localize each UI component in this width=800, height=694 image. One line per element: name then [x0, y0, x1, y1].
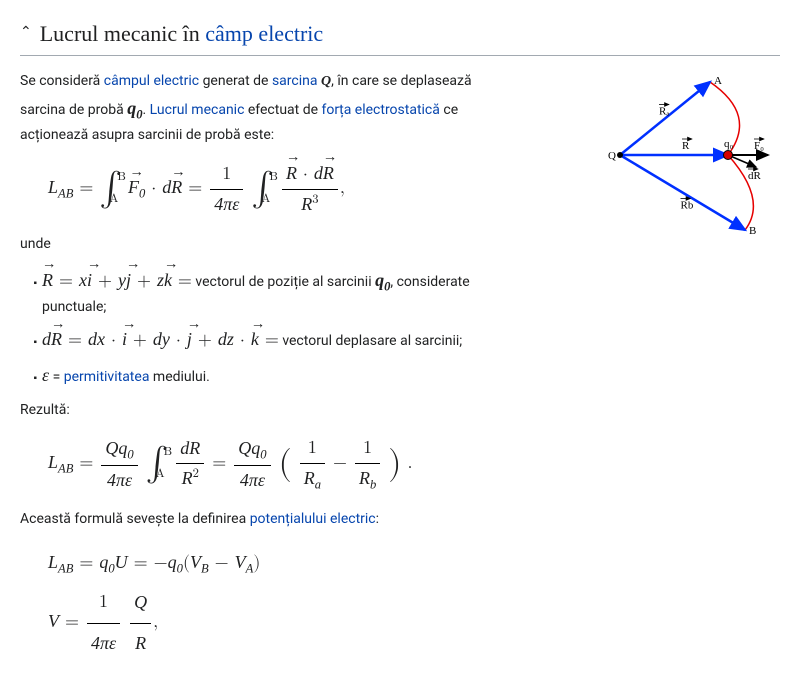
svg-text:dR: dR	[748, 170, 762, 182]
svg-text:B: B	[749, 225, 756, 237]
section-heading[interactable]: ⌃ Lucrul mecanic în câmp electric	[20, 16, 780, 56]
unde-label: unde	[20, 233, 520, 255]
svg-text:Q: Q	[608, 150, 616, 162]
equation-potential: LAB = q0U = −q0(VB − VA) V = 14πε QR,	[48, 543, 520, 664]
link-permitivitatea[interactable]: permitivitatea	[64, 369, 150, 385]
equation-lab: LAB = ∫BA F0 · dR = 14πε ∫BA R · dRR3,	[48, 159, 520, 220]
collapse-caret[interactable]: ⌃	[20, 22, 32, 44]
link-sarcina[interactable]: sarcina	[272, 73, 318, 89]
equation-lab2: LAB = Qq04πε ∫BA dRR2 = Qq04πε ( 1Ra − 1…	[48, 434, 520, 495]
diagram-figure: Qq₀ A B Rₐ R Rb F₀ dR	[600, 70, 780, 240]
svg-text:q₀: q₀	[724, 138, 734, 150]
svg-text:F₀: F₀	[754, 140, 764, 152]
link-camp[interactable]: câmpul electric	[104, 73, 199, 89]
definition-list: R = xi + yj + zk = vectorul de poziție a…	[20, 266, 520, 390]
svg-text:Rₐ: Rₐ	[659, 106, 669, 118]
rezulta-label: Rezultă:	[20, 399, 520, 421]
svg-text:R: R	[682, 140, 690, 152]
svg-text:A: A	[714, 75, 722, 87]
link-forta[interactable]: forța electrostatică	[322, 102, 440, 118]
closing-paragraph: Această formulă sevește la definirea pot…	[20, 508, 520, 530]
list-item: ε = permitivitatea mediului.	[42, 361, 520, 390]
list-item: R = xi + yj + zk = vectorul de poziție a…	[42, 266, 520, 319]
heading-link[interactable]: câmp electric	[205, 21, 323, 46]
link-lucrul[interactable]: Lucrul mecanic	[150, 102, 245, 118]
link-potential[interactable]: potențialului electric	[250, 511, 376, 527]
list-item: dR = dx · i + dy · j + dz · k = vectorul…	[42, 325, 520, 355]
heading-text: Lucrul mecanic în	[40, 21, 206, 46]
intro-paragraph: Se consideră câmpul electric generat de …	[20, 70, 520, 147]
svg-text:Rb: Rb	[681, 200, 694, 212]
